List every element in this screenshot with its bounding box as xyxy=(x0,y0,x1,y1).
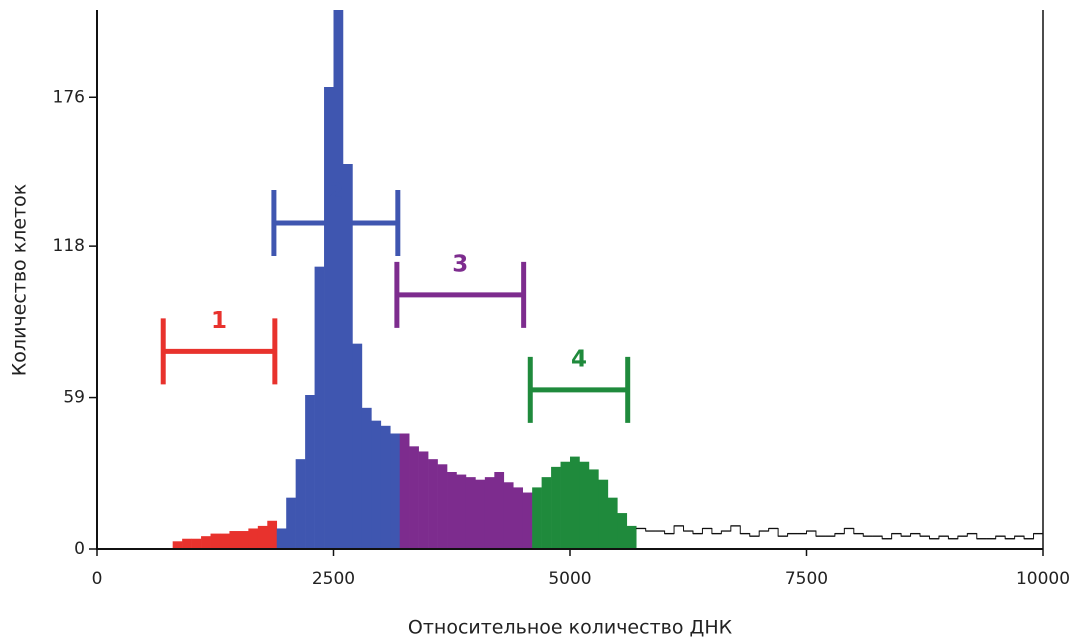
gate-label: 1 xyxy=(211,308,227,334)
gate-label: 4 xyxy=(571,346,587,372)
histogram-bar xyxy=(570,456,580,549)
y-axis-title: Количество клеток xyxy=(9,184,31,376)
histogram-bar xyxy=(172,541,183,549)
histogram-bar xyxy=(522,492,533,549)
histogram-bar xyxy=(428,459,438,549)
histogram-bar xyxy=(295,459,306,549)
histogram-bar xyxy=(191,538,202,549)
histogram-bar xyxy=(475,479,486,549)
histogram-bar xyxy=(513,487,523,549)
histogram-bar xyxy=(352,343,363,549)
gate xyxy=(271,190,401,257)
histogram-bar xyxy=(617,513,628,549)
gate xyxy=(527,356,631,423)
histogram-bar xyxy=(182,538,192,549)
histogram-bar xyxy=(229,531,240,549)
histogram-bar xyxy=(201,536,211,549)
histogram-bar xyxy=(380,425,391,549)
x-axis-title: Относительное количество ДНК xyxy=(408,617,733,639)
histogram-bar xyxy=(238,531,249,549)
histogram-bar xyxy=(409,446,419,549)
x-tick-label: 7500 xyxy=(785,569,828,589)
histogram-bar xyxy=(484,477,495,549)
histogram-bar xyxy=(342,164,353,549)
histogram-bar xyxy=(465,477,476,549)
histogram-bar xyxy=(333,10,344,549)
histogram-bar xyxy=(588,469,599,549)
histogram-bar xyxy=(219,533,230,549)
histogram-bar xyxy=(286,497,296,549)
histogram-bar xyxy=(267,520,278,549)
histogram-bar xyxy=(626,525,637,549)
histogram-outline xyxy=(636,525,1043,540)
y-tick-label: 176 xyxy=(53,87,85,107)
y-tick-label: 59 xyxy=(63,388,85,408)
histogram-bar xyxy=(551,466,561,549)
y-tick-label: 118 xyxy=(53,236,85,256)
gate-label: 2 xyxy=(328,180,344,206)
histogram-bar xyxy=(324,87,334,549)
x-tick-label: 2500 xyxy=(312,569,355,589)
gate xyxy=(160,318,278,385)
histogram-bar xyxy=(447,472,457,549)
histogram-bar xyxy=(314,266,325,549)
x-tick-label: 10000 xyxy=(1016,569,1070,589)
histogram-bar xyxy=(399,433,410,549)
histogram-bar xyxy=(210,533,221,549)
histogram-bar xyxy=(560,461,571,549)
plot-area xyxy=(172,10,1043,549)
histogram-bar xyxy=(598,479,609,549)
x-tick-label: 0 xyxy=(92,569,103,589)
histogram-bar xyxy=(248,528,259,549)
histogram-bar xyxy=(390,433,401,549)
histogram-bar xyxy=(607,497,618,549)
histogram-bar xyxy=(305,395,315,549)
gate xyxy=(394,261,527,328)
x-tick-label: 5000 xyxy=(548,569,591,589)
histogram-bar xyxy=(503,482,514,549)
histogram-bar xyxy=(257,525,268,549)
histogram-bar xyxy=(437,464,448,549)
histogram-bar xyxy=(276,528,287,549)
histogram-bar xyxy=(532,487,542,549)
histogram-bar xyxy=(541,477,552,549)
histogram-bar xyxy=(361,407,372,549)
histogram-bar xyxy=(579,461,590,549)
histogram-bar xyxy=(371,420,382,549)
histogram-bar xyxy=(494,472,505,549)
histogram-bar xyxy=(456,474,467,549)
gate-label: 3 xyxy=(452,251,468,277)
histogram-bar xyxy=(418,451,429,549)
y-tick-label: 0 xyxy=(74,539,85,559)
